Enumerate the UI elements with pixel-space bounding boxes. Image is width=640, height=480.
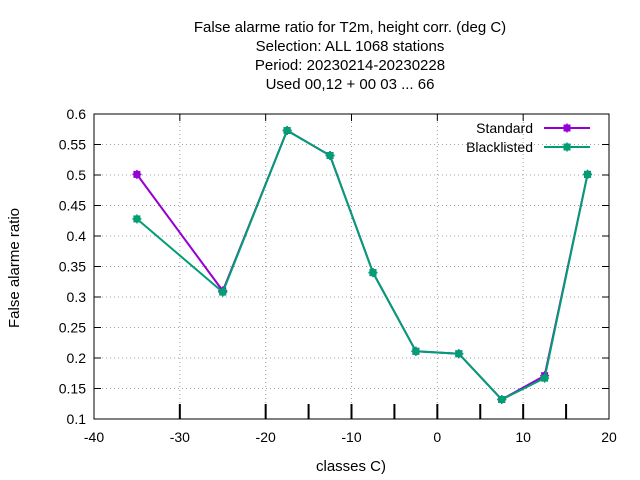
series-blacklisted [132,125,593,404]
x-tick-label: -10 [341,429,361,445]
title-line: Period: 20230214-20230228 [255,57,445,74]
series-line [136,129,589,401]
y-tick-label: 0.2 [67,350,87,366]
data-point [325,150,335,160]
x-tick-label: 20 [601,429,617,445]
data-point [132,214,142,224]
y-tick-label: 0.5 [67,167,87,183]
y-tick-label: 0.45 [59,198,86,214]
data-point [583,169,593,179]
legend: Standard Blacklisted [466,120,590,155]
title-line: Used 00,12 + 00 03 ... 66 [266,76,435,93]
series-line [136,129,589,401]
grid [94,114,609,419]
data-point [562,142,572,152]
y-tick-label: 0.55 [59,137,86,153]
y-tick-label: 0.4 [67,228,87,244]
y-tick-label: 0.25 [59,320,86,336]
data-point [562,123,572,133]
data-point [497,394,507,404]
y-tick-label: 0.15 [59,381,86,397]
y-tick-label: 0.35 [59,259,86,275]
y-axis-label: False alarme ratio [6,208,23,328]
x-tick-label: -40 [84,429,104,445]
y-tick-label: 0.1 [67,411,87,427]
data-point [282,125,292,135]
plot-frame [93,113,610,420]
tick-marks: 0.1 0.15 0.2 0.25 0.3 0.35 0.4 0.45 0.5 0.55 0.6 -4… [59,106,617,445]
y-tick-label: 0.3 [67,289,87,305]
legend-label: Blacklisted [466,139,533,155]
y-tick-label: 0.6 [67,106,87,122]
x-tick-label: 10 [515,429,531,445]
data-point [218,287,228,297]
data-series [132,125,593,404]
title-line: False alarme ratio for T2m, height corr.… [194,19,506,36]
data-point [368,268,378,278]
x-axis-label: classes C) [316,458,386,475]
x-tick-label: 0 [433,429,441,445]
title-line: Selection: ALL 1068 stations [256,38,445,55]
data-point [132,169,142,179]
data-point [454,349,464,359]
data-point [540,373,550,383]
x-tick-label: -20 [256,429,276,445]
chart-title: False alarme ratio for T2m, height corr.… [194,19,506,93]
data-point [411,346,421,356]
x-tick-label: -30 [170,429,190,445]
legend-label: Standard [476,120,533,136]
